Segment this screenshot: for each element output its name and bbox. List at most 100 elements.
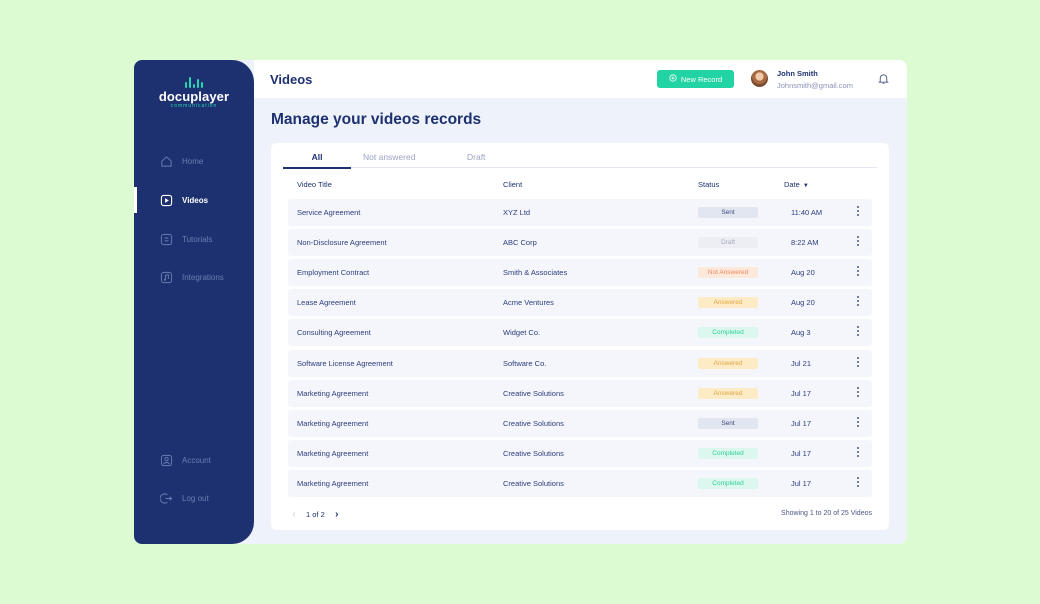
logo-text: docuplayer (158, 89, 230, 104)
cell-date: Aug 20 (791, 268, 815, 278)
sidebar-item-videos[interactable]: Videos (134, 187, 254, 213)
pagination: ‹ 1 of 2 › (288, 508, 343, 520)
sort-down-icon: ▼ (802, 183, 809, 189)
status-badge: Completed (698, 447, 758, 459)
cell-client: XYZ Ltd (503, 208, 531, 217)
sidebar-item-account[interactable]: Account (134, 447, 254, 473)
logo-subtitle: communication (170, 103, 218, 109)
plus-circle-icon (669, 74, 677, 84)
sidebar-item-label: Integrations (182, 272, 224, 282)
top-bar: Videos New Record John Smith Johnsmith@g… (254, 60, 907, 98)
more-options-icon[interactable] (855, 266, 861, 279)
table-row[interactable]: Non-Disclosure Agreement ABC Corp Draft 8:2… (288, 229, 872, 257)
sidebar-item-label: Home (182, 156, 204, 166)
column-header-title[interactable]: Video Title (297, 180, 332, 189)
document-icon (160, 233, 173, 246)
sidebar-item-integrations[interactable]: Integrations (134, 264, 254, 290)
cell-client: Software Co. (503, 358, 547, 368)
table-row[interactable]: Employment Contract Smith & Associates Not… (288, 259, 872, 287)
user-icon (160, 454, 173, 467)
user-email: Johnsmith@gmail.com (777, 81, 853, 90)
cell-date: Aug 20 (791, 298, 815, 308)
cell-date: Jul 17 (791, 388, 812, 398)
cell-client: Creative Solutions (503, 388, 564, 398)
more-options-icon[interactable] (855, 416, 861, 430)
cell-client: Acme Ventures (503, 298, 554, 308)
cell-date: Jul 21 (791, 358, 812, 368)
sidebar: docuplayer communication Home Videos Tut… (134, 60, 254, 544)
status-badge: Answered (698, 357, 758, 369)
sidebar-item-logout[interactable]: Log out (134, 485, 254, 511)
page-title: Videos (270, 72, 313, 87)
tab-draft[interactable]: Draft (467, 152, 486, 162)
cell-client: ABC Corp (503, 238, 537, 248)
status-badge: Draft (698, 237, 758, 249)
more-options-icon[interactable] (855, 326, 861, 339)
status-badge: Answered (698, 387, 758, 399)
more-options-icon[interactable] (855, 446, 861, 460)
status-badge: Sent (698, 417, 758, 429)
new-record-button[interactable]: New Record (657, 70, 734, 88)
app-window: docuplayer communication Home Videos Tut… (134, 60, 907, 544)
sidebar-item-label: Account (182, 455, 211, 465)
sidebar-item-label: Log out (182, 493, 209, 503)
more-options-icon[interactable] (855, 206, 861, 219)
column-header-date-label: Date (784, 180, 800, 189)
status-badge: Sent (698, 207, 758, 218)
avatar[interactable] (751, 70, 768, 87)
more-options-icon[interactable] (855, 356, 861, 370)
logo: docuplayer communication (134, 76, 254, 109)
showing-count: Showing 1 to 20 of 25 Videos (781, 510, 872, 517)
cell-video-title: Non-Disclosure Agreement (297, 238, 387, 248)
table-row[interactable]: Consulting Agreement Widget Co. Completed A… (288, 319, 872, 347)
active-tab-indicator (283, 167, 351, 169)
status-badge: Answered (698, 297, 758, 309)
home-icon (160, 155, 173, 168)
cell-video-title: Software License Agreement (297, 358, 393, 368)
more-options-icon[interactable] (855, 236, 861, 249)
table-row[interactable]: Software License Agreement Software Co. An… (288, 349, 872, 377)
cell-video-title: Lease Agreement (297, 298, 356, 308)
cell-video-title: Marketing Agreement (297, 478, 369, 488)
tab-all[interactable]: All (311, 152, 323, 162)
cell-client: Creative Solutions (503, 448, 564, 458)
chevron-left-icon[interactable]: ‹ (292, 508, 296, 520)
cell-date: 11:40 AM (791, 208, 823, 217)
cell-video-title: Marketing Agreement (297, 418, 369, 428)
cell-client: Smith & Associates (503, 268, 568, 278)
table-row[interactable]: Service Agreement XYZ Ltd Sent 11:40 AM (288, 199, 872, 226)
page-indicator: 1 of 2 (306, 509, 325, 519)
cell-client: Creative Solutions (503, 478, 564, 488)
chevron-right-icon[interactable]: › (335, 508, 339, 520)
sidebar-item-label: Videos (182, 195, 209, 205)
table-row[interactable]: Marketing Agreement Creative Solutions Com… (288, 469, 872, 497)
tab-bar: All Not answered Draft (283, 143, 877, 169)
table-row[interactable]: Marketing Agreement Creative Solutions Com… (288, 439, 872, 467)
column-header-date[interactable]: Date ▼ (784, 180, 809, 189)
cell-date: Jul 17 (791, 418, 812, 428)
sidebar-item-home[interactable]: Home (134, 148, 254, 174)
status-badge: Completed (698, 327, 758, 339)
tab-not-answered[interactable]: Not answered (363, 152, 416, 162)
sidebar-item-tutorials[interactable]: Tutorials (134, 226, 254, 252)
cell-client: Widget Co. (503, 328, 541, 338)
column-header-client[interactable]: Client (503, 180, 523, 189)
table-row[interactable]: Marketing Agreement Creative Solutions Sen… (288, 409, 872, 437)
main-heading: Manage your videos records (271, 111, 482, 128)
cell-date: 8:22 AM (791, 238, 819, 248)
cell-video-title: Marketing Agreement (297, 448, 369, 458)
user-name: John Smith (777, 69, 818, 78)
more-options-icon[interactable] (855, 386, 861, 400)
bell-icon[interactable] (877, 72, 890, 85)
cell-date: Jul 17 (791, 478, 812, 488)
play-icon (160, 194, 173, 207)
table-row[interactable]: Marketing Agreement Creative Solutions Ans… (288, 379, 872, 407)
new-record-label: New Record (680, 74, 723, 84)
column-header-status[interactable]: Status (698, 180, 720, 189)
more-options-icon[interactable] (855, 296, 861, 309)
cell-date: Aug 3 (791, 328, 811, 338)
cell-video-title: Marketing Agreement (297, 388, 369, 398)
status-badge: Completed (698, 477, 758, 489)
more-options-icon[interactable] (855, 476, 861, 490)
table-row[interactable]: Lease Agreement Acme Ventures Answered Aug … (288, 289, 872, 317)
